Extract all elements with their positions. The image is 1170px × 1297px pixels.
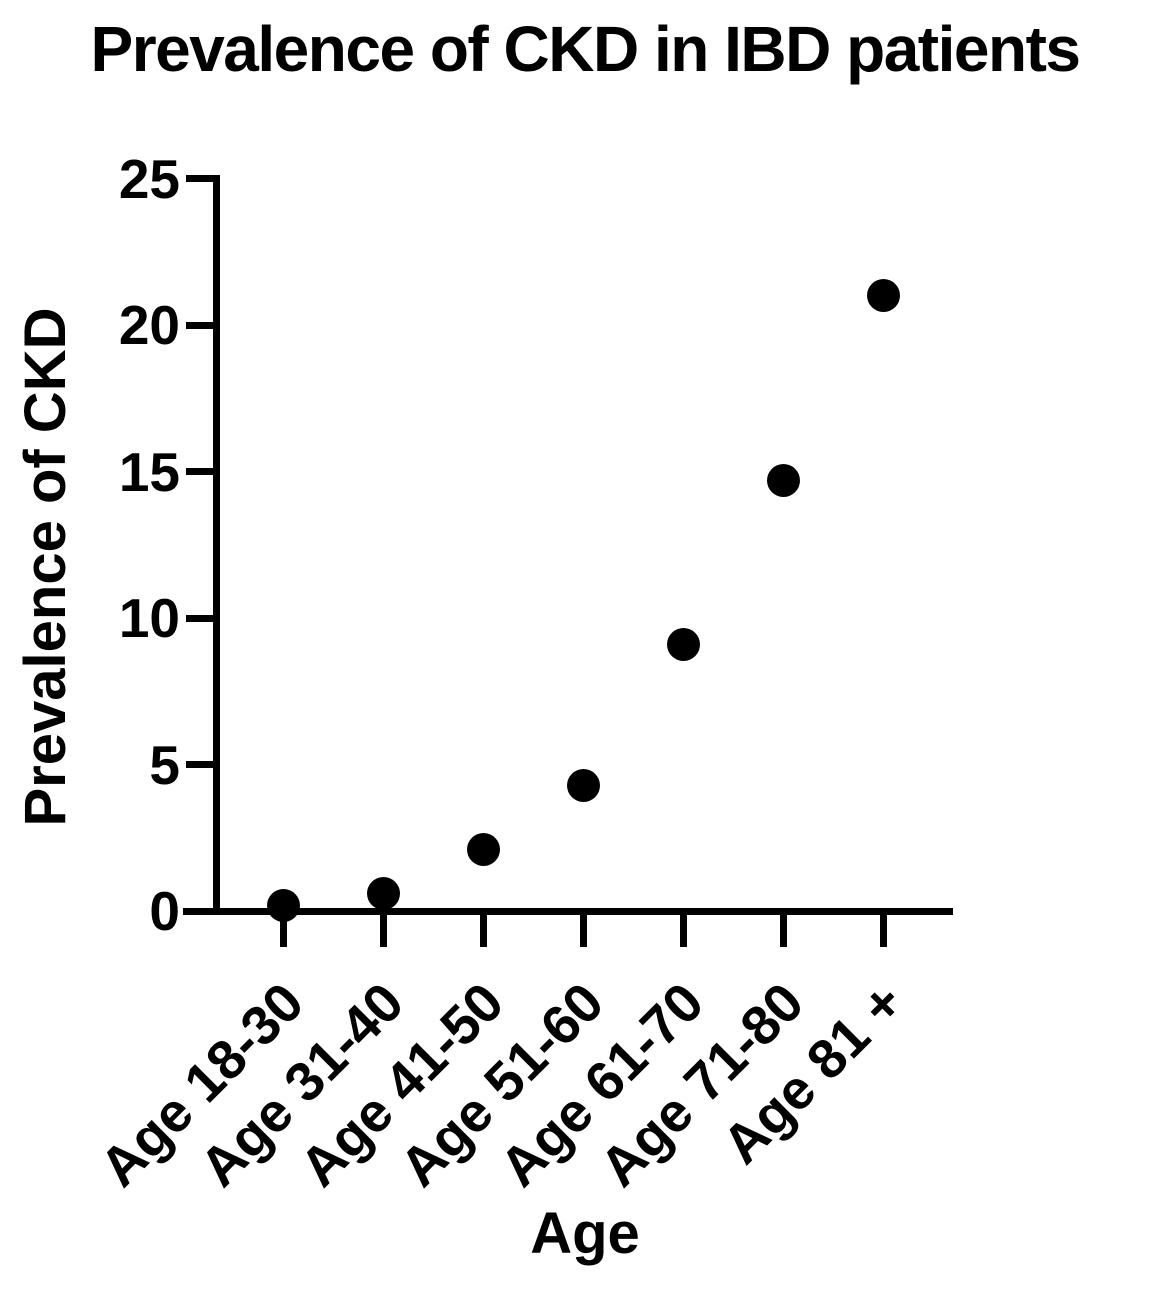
- x-tick: [379, 909, 387, 947]
- chart-title: Prevalence of CKD in IBD patients: [90, 13, 1081, 85]
- x-tick: [579, 909, 587, 947]
- y-tick-label: 25: [118, 147, 180, 210]
- y-tick: [186, 468, 220, 475]
- x-tick: [279, 909, 287, 947]
- x-axis-line: [183, 908, 953, 915]
- data-point-dot: [266, 888, 300, 922]
- x-tick: [679, 909, 687, 947]
- y-tick: [186, 614, 220, 622]
- y-tick-label: 0: [149, 880, 180, 942]
- y-tick-label: 10: [118, 587, 180, 649]
- y-tick: [186, 761, 220, 768]
- data-point-dot: [766, 463, 800, 497]
- data-point-dot: [566, 768, 600, 802]
- y-tick-label: 15: [118, 440, 180, 503]
- x-tick: [879, 909, 887, 947]
- data-point-dot: [866, 279, 900, 313]
- x-tick: [479, 909, 487, 947]
- x-axis-title: Age: [530, 1201, 640, 1266]
- x-tick: [779, 909, 787, 947]
- y-tick-label: 5: [149, 733, 180, 796]
- data-point-dot: [366, 876, 400, 910]
- y-axis-line: [213, 175, 220, 915]
- data-point-dot: [666, 627, 700, 661]
- data-point-dot: [466, 832, 500, 866]
- y-axis-title: Prevalence of CKD: [13, 307, 78, 827]
- y-tick: [186, 321, 220, 329]
- y-tick: [186, 175, 220, 182]
- y-tick-label: 20: [118, 294, 180, 356]
